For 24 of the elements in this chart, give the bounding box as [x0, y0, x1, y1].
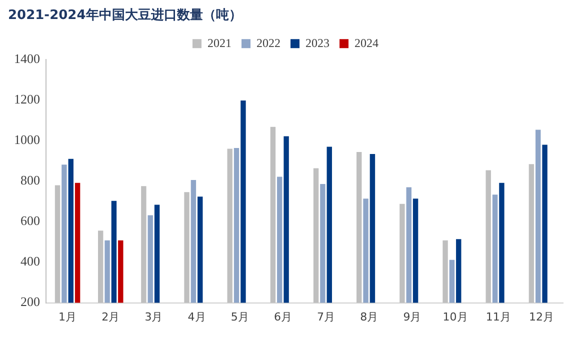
legend-label: 2021 [208, 36, 232, 50]
legend-label: 2024 [354, 36, 378, 50]
x-tick-label: 11月 [486, 310, 511, 324]
x-tick-label: 7月 [317, 310, 336, 324]
y-tick-label: 400 [20, 254, 40, 269]
x-tick-label: 1月 [58, 310, 77, 324]
x-tick-label: 4月 [188, 310, 206, 324]
x-tick-label: 6月 [274, 310, 292, 324]
x-tick-label: 9月 [403, 310, 422, 324]
y-tick-label: 1200 [14, 92, 40, 107]
chart-title: 2021-2024年中国大豆进口数量（吨） [8, 8, 242, 24]
legend-label: 2022 [256, 36, 280, 50]
x-tick-label: 2月 [102, 310, 120, 324]
x-tick-label: 12月 [528, 310, 554, 324]
y-tick-label: 1400 [14, 51, 40, 66]
x-tick-label: 8月 [360, 310, 378, 324]
y-tick-label: 600 [20, 213, 40, 228]
y-tick-label: 200 [20, 294, 40, 310]
y-tick-label: 1000 [14, 132, 40, 148]
x-tick-label: 3月 [144, 310, 163, 324]
x-tick-label: 5月 [230, 310, 249, 324]
legend-label: 2023 [306, 36, 330, 50]
y-tick-label: 800 [20, 172, 40, 188]
x-tick-label: 10月 [442, 310, 468, 324]
